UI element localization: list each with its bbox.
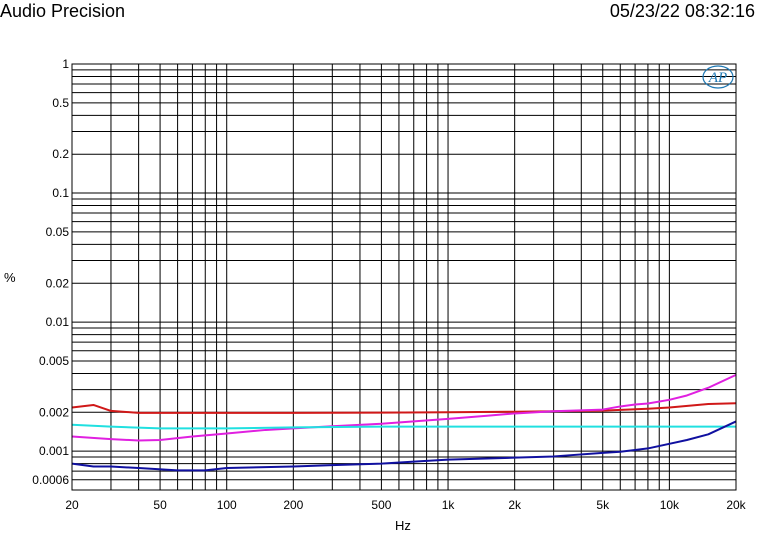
ap-logo-text: AP [708, 70, 727, 86]
y-tick-label: 0.05 [46, 225, 70, 239]
x-tick-label: 2k [508, 498, 522, 512]
x-tick-label: 50 [153, 498, 167, 512]
ap-logo-icon: AP [702, 65, 734, 89]
plot-frame [71, 63, 737, 491]
x-tick-labels: 20 50 100 200 500 1k 2k 5k 10k 20k [65, 498, 746, 512]
y-tick-label: 0.005 [39, 354, 69, 368]
y-tick-label: 0.2 [52, 147, 69, 161]
y-tick-label: 0.0006 [32, 473, 69, 487]
series-line-1 [71, 402, 737, 414]
y-tick-labels: 1 0.5 0.2 0.1 0.05 0.02 0.01 0.005 0.002 0.001 0.0… [32, 57, 69, 487]
y-tick-label: 1 [62, 57, 69, 71]
x-tick-label: 200 [283, 498, 303, 512]
series-group [71, 373, 737, 472]
y-tick-label: 0.02 [46, 276, 70, 290]
app-title: Audio Precision [0, 1, 126, 21]
y-axis-title: % [4, 270, 16, 285]
x-tick-label: 20k [726, 498, 746, 512]
y-tick-label: 0.002 [39, 405, 69, 419]
y-tick-label: 0.1 [52, 186, 69, 200]
x-axis-title: Hz [395, 518, 411, 533]
timestamp: 05/23/22 08:32:16 [609, 1, 755, 21]
plot-background [72, 64, 736, 490]
series-line-3 [71, 423, 736, 430]
x-tick-label: 100 [217, 498, 237, 512]
x-tick-label: 1k [442, 498, 456, 512]
x-tick-label: 500 [371, 498, 391, 512]
y-tick-label: 0.01 [46, 315, 70, 329]
series-line-2 [71, 373, 737, 442]
x-tick-label: 10k [660, 498, 680, 512]
y-tick-label: 0.001 [39, 444, 69, 458]
y-tick-label: 0.5 [52, 96, 69, 110]
x-tick-label: 20 [65, 498, 79, 512]
series-line-4 [71, 420, 737, 472]
x-tick-label: 5k [596, 498, 610, 512]
